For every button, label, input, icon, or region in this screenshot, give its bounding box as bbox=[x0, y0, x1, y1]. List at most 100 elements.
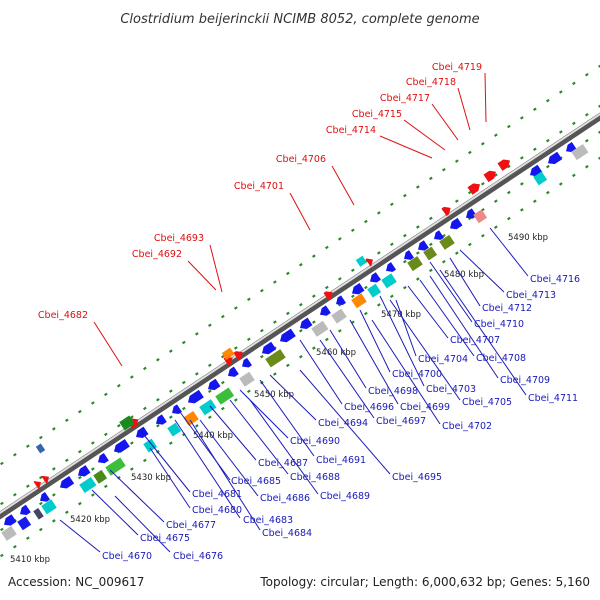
gene-label[interactable]: Cbei_4677 bbox=[166, 520, 216, 531]
feature-box bbox=[93, 469, 108, 484]
feature-box bbox=[311, 320, 329, 337]
topology-summary: Topology: circular; Length: 6,000,632 bp… bbox=[259, 575, 590, 589]
label-leader-line bbox=[449, 257, 481, 307]
gene-label[interactable]: Cbei_4683 bbox=[243, 515, 293, 526]
gene-label[interactable]: Cbei_4692 bbox=[132, 249, 182, 260]
feature-box bbox=[355, 255, 367, 267]
gene-label[interactable]: Cbei_4704 bbox=[418, 354, 468, 365]
gene-label[interactable]: Cbei_4712 bbox=[482, 303, 532, 314]
gene-label[interactable]: Cbei_4670 bbox=[102, 551, 152, 562]
label-leader-line bbox=[199, 419, 259, 497]
gene-label[interactable]: Cbei_4685 bbox=[231, 476, 281, 487]
guide-dot bbox=[519, 208, 524, 212]
gene-label[interactable]: Cbei_4718 bbox=[406, 77, 456, 88]
gene-label[interactable]: Cbei_4675 bbox=[140, 533, 190, 544]
gene-label[interactable]: Cbei_4682 bbox=[38, 310, 88, 321]
guide-dot bbox=[311, 346, 316, 350]
gene-label[interactable]: Cbei_4708 bbox=[476, 353, 526, 364]
gene-label[interactable]: Cbei_4689 bbox=[320, 491, 370, 502]
guide-dot bbox=[51, 519, 56, 523]
feature-box bbox=[119, 415, 135, 431]
gene-label[interactable]: Cbei_4710 bbox=[474, 319, 524, 330]
gene-label[interactable]: Cbei_4694 bbox=[318, 418, 368, 429]
gene-label[interactable]: Cbei_4695 bbox=[392, 472, 442, 483]
gene-label[interactable]: Cbei_4715 bbox=[352, 109, 402, 120]
gene-label[interactable]: Cbei_4691 bbox=[316, 455, 366, 466]
guide-dot bbox=[546, 98, 550, 103]
forward-gene-arrow bbox=[467, 183, 480, 195]
reverse-gene-arrow bbox=[78, 465, 91, 477]
feature-box bbox=[105, 457, 126, 476]
gene-label[interactable]: Cbei_4687 bbox=[258, 458, 308, 469]
gene-label[interactable]: Cbei_4705 bbox=[462, 397, 512, 408]
gene-label[interactable]: Cbei_4698 bbox=[368, 386, 418, 397]
gene-label[interactable]: Cbei_4701 bbox=[234, 181, 284, 192]
label-leader-line bbox=[189, 419, 261, 531]
gene-label[interactable]: Cbei_4714 bbox=[326, 125, 376, 136]
gene-label[interactable]: Cbei_4711 bbox=[528, 393, 578, 404]
guide-dot bbox=[585, 164, 589, 169]
gene-label[interactable]: Cbei_4686 bbox=[260, 493, 310, 504]
feature-box bbox=[533, 171, 548, 186]
scale-tick-label: 5480 kbp bbox=[444, 270, 484, 280]
guide-dot bbox=[506, 190, 511, 195]
gene-label[interactable]: Cbei_4717 bbox=[380, 93, 430, 104]
feature-box bbox=[33, 507, 44, 520]
guide-dot bbox=[299, 329, 303, 333]
guide-dot bbox=[338, 329, 342, 333]
gene-label[interactable]: Cbei_4713 bbox=[506, 290, 556, 301]
guide-dot bbox=[194, 332, 199, 336]
reverse-gene-arrow bbox=[418, 240, 429, 251]
guide-dot bbox=[143, 406, 147, 411]
label-leader-line bbox=[259, 379, 315, 457]
gene-label[interactable]: Cbei_4688 bbox=[290, 472, 340, 483]
guide-dot bbox=[376, 251, 381, 255]
gene-label[interactable]: Cbei_4699 bbox=[400, 402, 450, 413]
label-leader-line bbox=[484, 72, 487, 123]
guide-dot bbox=[273, 372, 277, 376]
gene-label[interactable]: Cbei_4702 bbox=[442, 421, 492, 432]
gene-label[interactable]: Cbei_4703 bbox=[426, 384, 476, 395]
gene-label[interactable]: Cbei_4676 bbox=[173, 551, 223, 562]
gene-label[interactable]: Cbei_4707 bbox=[450, 335, 500, 346]
gene-label[interactable]: Cbei_4709 bbox=[500, 375, 550, 386]
guide-dot bbox=[325, 337, 329, 342]
label-leader-line bbox=[59, 519, 101, 553]
label-leader-line bbox=[429, 275, 499, 379]
gene-label[interactable]: Cbei_4719 bbox=[432, 62, 482, 73]
label-leader-line bbox=[209, 405, 257, 461]
gene-label[interactable]: Cbei_4716 bbox=[530, 274, 580, 285]
gene-label[interactable]: Cbei_4706 bbox=[276, 154, 326, 165]
label-leader-line bbox=[187, 260, 217, 291]
feature-box bbox=[571, 144, 589, 161]
reverse-gene-arrow bbox=[40, 492, 50, 502]
guide-dot bbox=[77, 501, 82, 506]
gene-label[interactable]: Cbei_4680 bbox=[192, 505, 242, 516]
gene-labels: Cbei_4682 Cbei_4692 Cbei_4693 Cbei_4701 Cbei… bbox=[38, 62, 580, 562]
label-leader-line bbox=[299, 369, 391, 475]
gene-label[interactable]: Cbei_4700 bbox=[392, 369, 442, 380]
guide-dot bbox=[90, 401, 95, 405]
guide-dot bbox=[169, 415, 173, 419]
guide-dot bbox=[546, 164, 550, 169]
guide-dot bbox=[416, 251, 420, 255]
guide-dot bbox=[117, 475, 121, 480]
gene-label[interactable]: Cbei_4684 bbox=[262, 528, 312, 539]
guide-dot bbox=[364, 219, 368, 224]
guide-dot bbox=[546, 138, 550, 143]
guide-dot bbox=[494, 199, 498, 203]
guide-dot bbox=[155, 424, 160, 428]
gene-label[interactable]: Cbei_4697 bbox=[376, 416, 426, 427]
guide-dot bbox=[247, 337, 251, 342]
gene-label[interactable]: Cbei_4690 bbox=[290, 436, 340, 447]
guide-dot bbox=[494, 173, 498, 177]
reverse-gene-arrow bbox=[188, 389, 204, 404]
forward-gene-arrow bbox=[41, 475, 49, 484]
gene-label[interactable]: Cbei_4696 bbox=[344, 402, 394, 413]
gene-label[interactable]: Cbei_4693 bbox=[154, 233, 204, 244]
guide-dot bbox=[311, 254, 316, 258]
guide-dot bbox=[558, 90, 563, 94]
gene-label[interactable]: Cbei_4681 bbox=[192, 489, 242, 500]
guide-dot bbox=[0, 501, 4, 506]
